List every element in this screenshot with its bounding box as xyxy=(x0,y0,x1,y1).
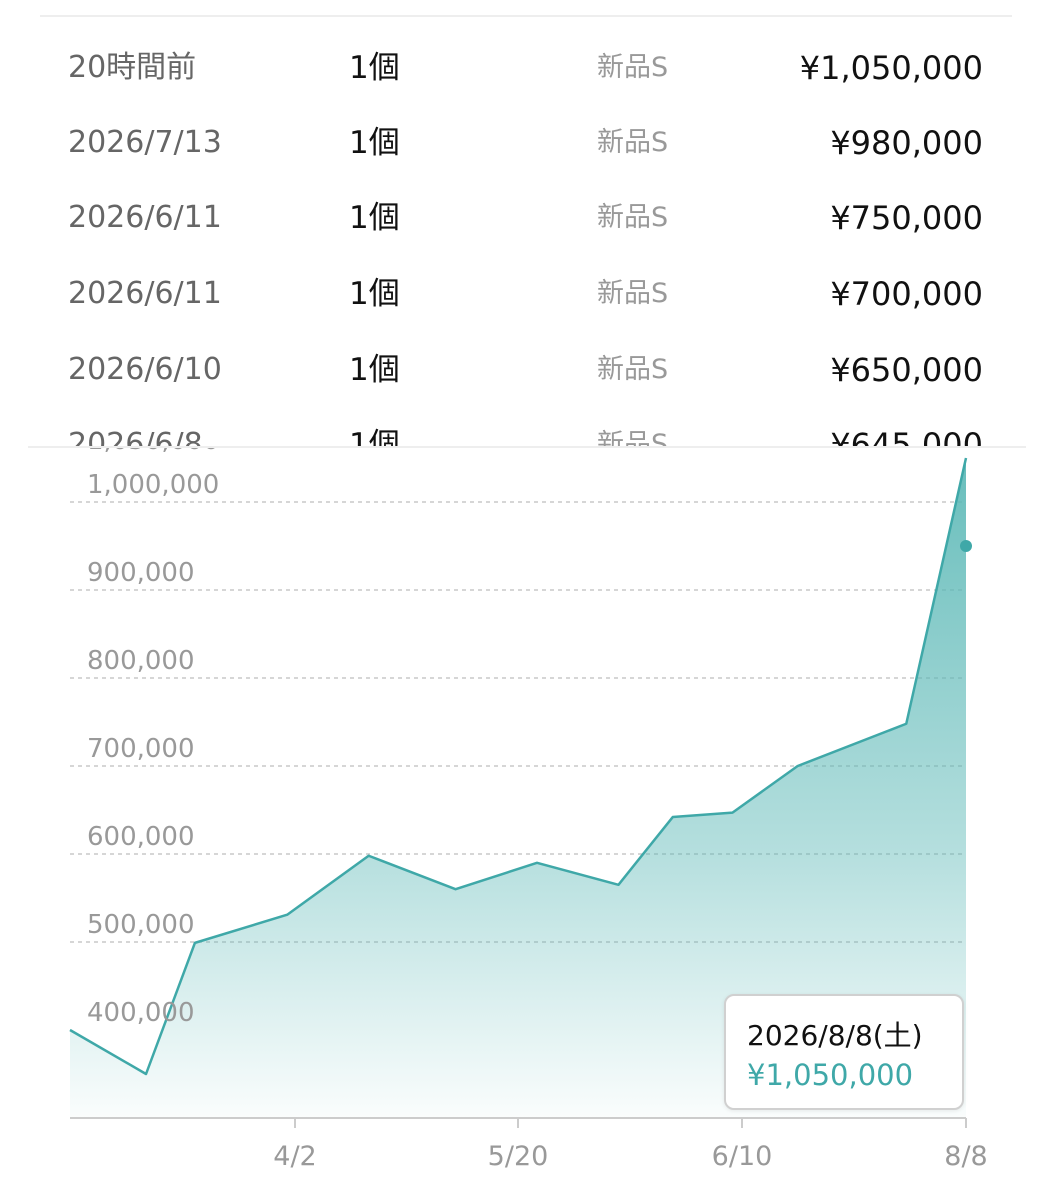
sale-condition: 新品S xyxy=(597,202,669,233)
sale-date: 2026/6/11 xyxy=(68,200,222,235)
list-item: 2026/7/13 1個 新品S ¥980,000 xyxy=(0,115,1053,171)
series-area xyxy=(70,458,966,1118)
sale-quantity: 1個 xyxy=(349,352,400,388)
tooltip-date: 2026/8/8(土) xyxy=(747,1019,923,1052)
sale-price: ¥650,000 xyxy=(830,351,983,389)
sale-price: ¥645,000 xyxy=(830,426,983,448)
sale-condition: 新品S xyxy=(597,354,669,385)
x-tick-label: 6/10 xyxy=(712,1141,773,1172)
y-tick-label: 600,000 xyxy=(87,822,195,852)
y-tick-label: 500,000 xyxy=(87,910,195,940)
sale-condition: 新品S xyxy=(597,429,669,448)
list-item: 2026/6/8 1個 新品S ¥645,000 xyxy=(0,417,1053,448)
sale-price: ¥700,000 xyxy=(830,275,983,313)
sale-quantity: 1個 xyxy=(349,200,400,236)
sale-price: ¥750,000 xyxy=(830,199,983,237)
sale-quantity: 1個 xyxy=(349,276,400,312)
y-tick-label: 700,000 xyxy=(87,734,195,764)
y-tick-label: 1,000,000 xyxy=(87,470,219,500)
list-item: 20時間前 1個 新品S ¥1,050,000 xyxy=(0,40,1053,96)
x-tick-label: 8/8 xyxy=(944,1141,987,1172)
sale-condition: 新品S xyxy=(597,127,669,158)
sale-price: ¥1,050,000 xyxy=(799,49,983,87)
sale-date: 20時間前 xyxy=(68,50,197,85)
x-tick-label: 4/2 xyxy=(273,1141,316,1172)
divider xyxy=(28,446,1026,448)
price-chart-svg[interactable]: 400,000 500,000 600,000 700,000 800,000 900,0… xyxy=(0,448,1053,1200)
tooltip-price: ¥1,050,000 xyxy=(747,1058,914,1092)
sale-condition: 新品S xyxy=(597,52,669,83)
chart-tooltip: 2026/8/8(土) ¥1,050,000 xyxy=(724,994,964,1110)
sale-condition: 新品S xyxy=(597,278,669,309)
sale-quantity: 1個 xyxy=(349,125,400,161)
x-tick-label: 5/20 xyxy=(488,1141,549,1172)
sales-history-list[interactable]: 20時間前 1個 新品S ¥1,050,000 2026/7/13 1個 新品S… xyxy=(0,0,1053,448)
price-chart[interactable]: 400,000 500,000 600,000 700,000 800,000 900,0… xyxy=(0,448,1053,1200)
list-item: 2026/6/11 1個 新品S ¥750,000 xyxy=(0,190,1053,246)
list-item: 2026/6/10 1個 新品S ¥650,000 xyxy=(0,342,1053,398)
highlight-point xyxy=(960,540,972,552)
sale-date: 2026/6/10 xyxy=(68,352,222,387)
sale-date: 2026/6/11 xyxy=(68,276,222,311)
y-tick-label: 900,000 xyxy=(87,558,195,588)
divider xyxy=(40,15,1012,17)
sale-price: ¥980,000 xyxy=(830,124,983,162)
list-item: 2026/6/11 1個 新品S ¥700,000 xyxy=(0,266,1053,322)
sale-date: 2026/7/13 xyxy=(68,125,222,160)
y-tick-label: 800,000 xyxy=(87,646,195,676)
sale-date: 2026/6/8 xyxy=(68,427,203,448)
sale-quantity: 1個 xyxy=(349,427,400,448)
y-tick-label: 400,000 xyxy=(87,998,195,1028)
y-tick-label: 1,050,000 xyxy=(87,448,219,456)
sale-quantity: 1個 xyxy=(349,50,400,86)
